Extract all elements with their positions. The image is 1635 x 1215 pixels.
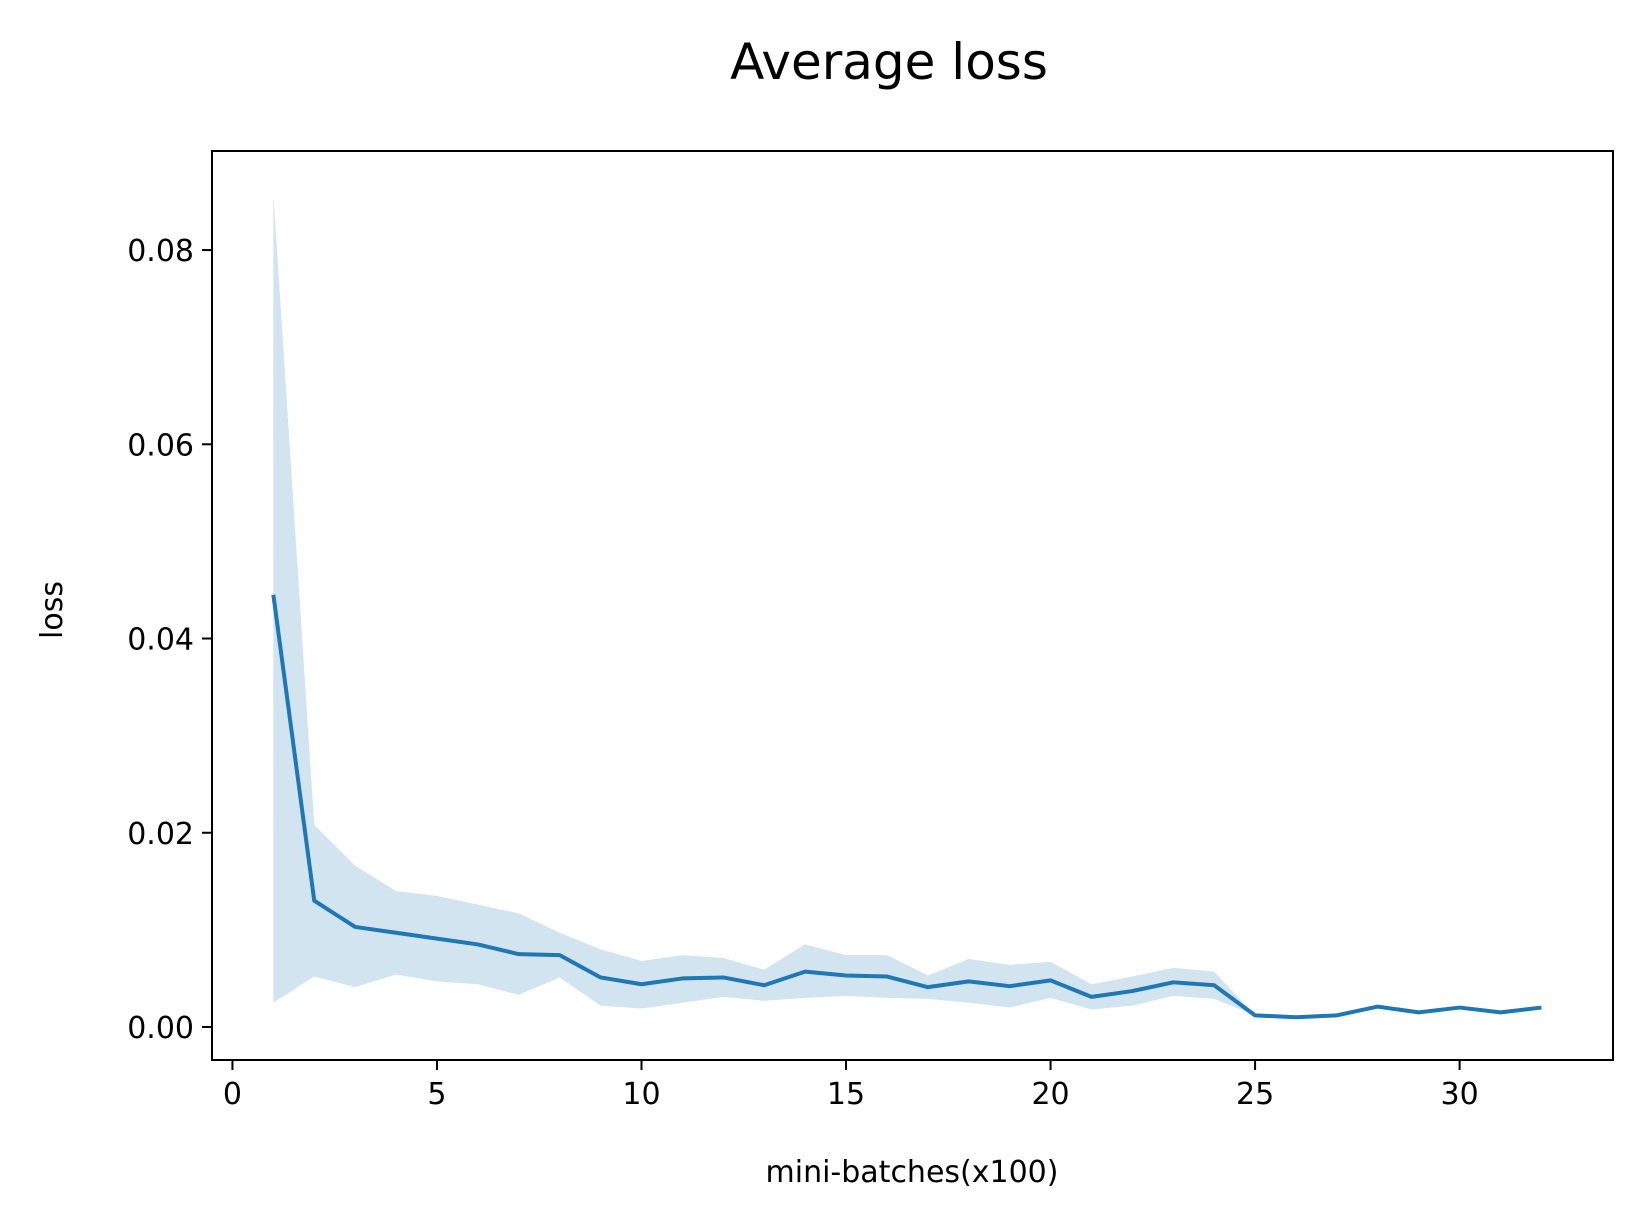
x-tick-label: 30 (1441, 1077, 1479, 1112)
y-axis-ticks: 0.00 0.02 0.04 0.06 0.08 (127, 234, 212, 1046)
x-tick-label: 15 (827, 1077, 865, 1112)
x-tick-label: 20 (1031, 1077, 1069, 1112)
plot-area (271, 193, 1542, 1020)
y-tick-label: 0.06 (127, 428, 194, 463)
y-tick-label: 0.02 (127, 817, 194, 852)
y-tick-label: 0.04 (127, 623, 194, 658)
x-axis-ticks: 0 5 10 15 20 25 30 (223, 1060, 1479, 1112)
x-tick-label: 10 (622, 1077, 660, 1112)
x-tick-label: 5 (427, 1077, 446, 1112)
x-tick-label: 0 (223, 1077, 242, 1112)
x-axis-label: mini-batches(x100) (766, 1155, 1059, 1190)
confidence-band (273, 193, 1542, 1018)
chart-title: Average loss (730, 33, 1048, 91)
y-axis-label: loss (35, 581, 70, 639)
loss-line (271, 594, 1542, 1020)
y-tick-label: 0.00 (127, 1011, 194, 1046)
x-tick-label: 25 (1236, 1077, 1274, 1112)
y-tick-label: 0.08 (127, 234, 194, 269)
axes-frame (211, 150, 1614, 1061)
